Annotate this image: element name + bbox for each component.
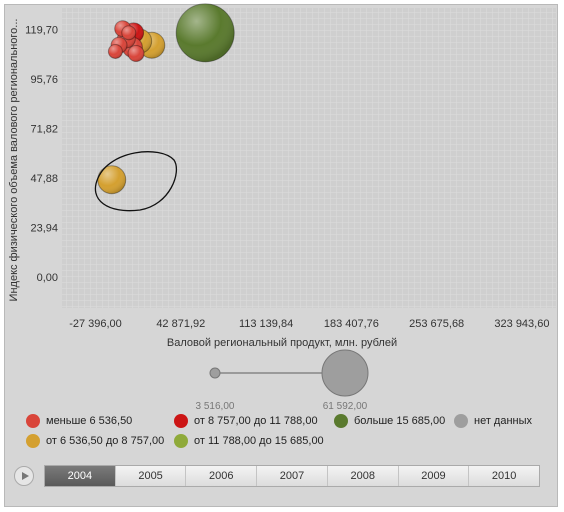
x-axis-label: Валовой региональный продукт, млн. рубле… — [167, 337, 397, 349]
legend-dot — [174, 434, 188, 448]
size-legend-min-label: 3 516,00 — [196, 401, 235, 412]
x-tick-label: 113 139,84 — [239, 318, 293, 330]
legend-dot — [334, 414, 348, 428]
year-tab-2007[interactable]: 2007 — [257, 466, 328, 486]
bubble-highlight — [97, 165, 126, 194]
year-timeline: 2004 2005 2006 2007 2008 2009 2010 — [10, 462, 542, 490]
year-tab-2006[interactable]: 2006 — [186, 466, 258, 486]
year-tab-2010[interactable]: 2010 — [491, 470, 517, 482]
year-tabs: 2004 2005 2006 2007 2008 2009 2010 — [44, 465, 540, 487]
bubble-highlight — [176, 3, 235, 62]
size-legend-max-label: 61 592,00 — [323, 401, 368, 412]
legend-label: меньше 6 536,50 — [46, 415, 133, 427]
legend-item[interactable]: от 8 757,00 до 11 788,00 — [174, 412, 318, 430]
legend-label: от 6 536,50 до 8 757,00 — [46, 435, 165, 447]
legend-item[interactable]: больше 15 685,00 — [334, 412, 445, 430]
size-legend-min-circle — [209, 367, 221, 379]
legend-dot — [174, 414, 188, 428]
y-tick-label: 119,70 — [25, 24, 58, 36]
legend-dot — [26, 434, 40, 448]
year-tab-2009[interactable]: 2009 — [399, 466, 470, 486]
y-tick-label: 71,82 — [30, 123, 58, 135]
y-tick-label: 23,94 — [30, 222, 58, 234]
legend-item[interactable]: от 6 536,50 до 8 757,00 — [26, 432, 164, 450]
color-legend: меньше 6 536,50 от 8 757,00 до 11 788,00… — [26, 412, 546, 452]
year-tab-2005[interactable]: 2005 — [116, 466, 187, 486]
year-tab-2008[interactable]: 2008 — [328, 466, 399, 486]
size-legend-max-circle — [321, 349, 369, 397]
y-tick-label: 95,76 — [30, 74, 58, 86]
bubble-highlight — [121, 25, 136, 40]
plot-area — [62, 8, 556, 308]
x-tick-label: 42 871,92 — [156, 318, 205, 330]
legend-dot — [454, 414, 468, 428]
y-tick-label: 47,88 — [30, 173, 58, 185]
legend-label: больше 15 685,00 — [354, 415, 446, 427]
x-tick-label: 323 943,60 — [494, 318, 549, 330]
x-tick-label: 253 675,68 — [409, 318, 464, 330]
legend-label: нет данных — [474, 415, 533, 427]
legend-item[interactable]: нет данных — [454, 412, 532, 430]
legend-item[interactable]: меньше 6 536,50 — [26, 412, 132, 430]
play-button[interactable] — [14, 466, 34, 486]
bubble-highlight — [108, 44, 123, 59]
x-tick-label: 183 407,76 — [324, 318, 379, 330]
y-tick-label: 0,00 — [37, 272, 58, 284]
y-axis-label: Индекс физического объема валового регио… — [8, 19, 20, 302]
legend-label: от 8 757,00 до 11 788,00 — [194, 415, 318, 427]
hand-drawn-annotation — [94, 151, 178, 212]
legend-dot — [26, 414, 40, 428]
bubble-highlight — [128, 45, 145, 62]
legend-item[interactable]: от 11 788,00 до 15 685,00 — [174, 432, 324, 450]
legend-label: от 11 788,00 до 15 685,00 — [194, 435, 324, 447]
year-tab-2004[interactable]: 2004 — [45, 466, 116, 486]
x-tick-label: -27 396,00 — [69, 318, 122, 330]
